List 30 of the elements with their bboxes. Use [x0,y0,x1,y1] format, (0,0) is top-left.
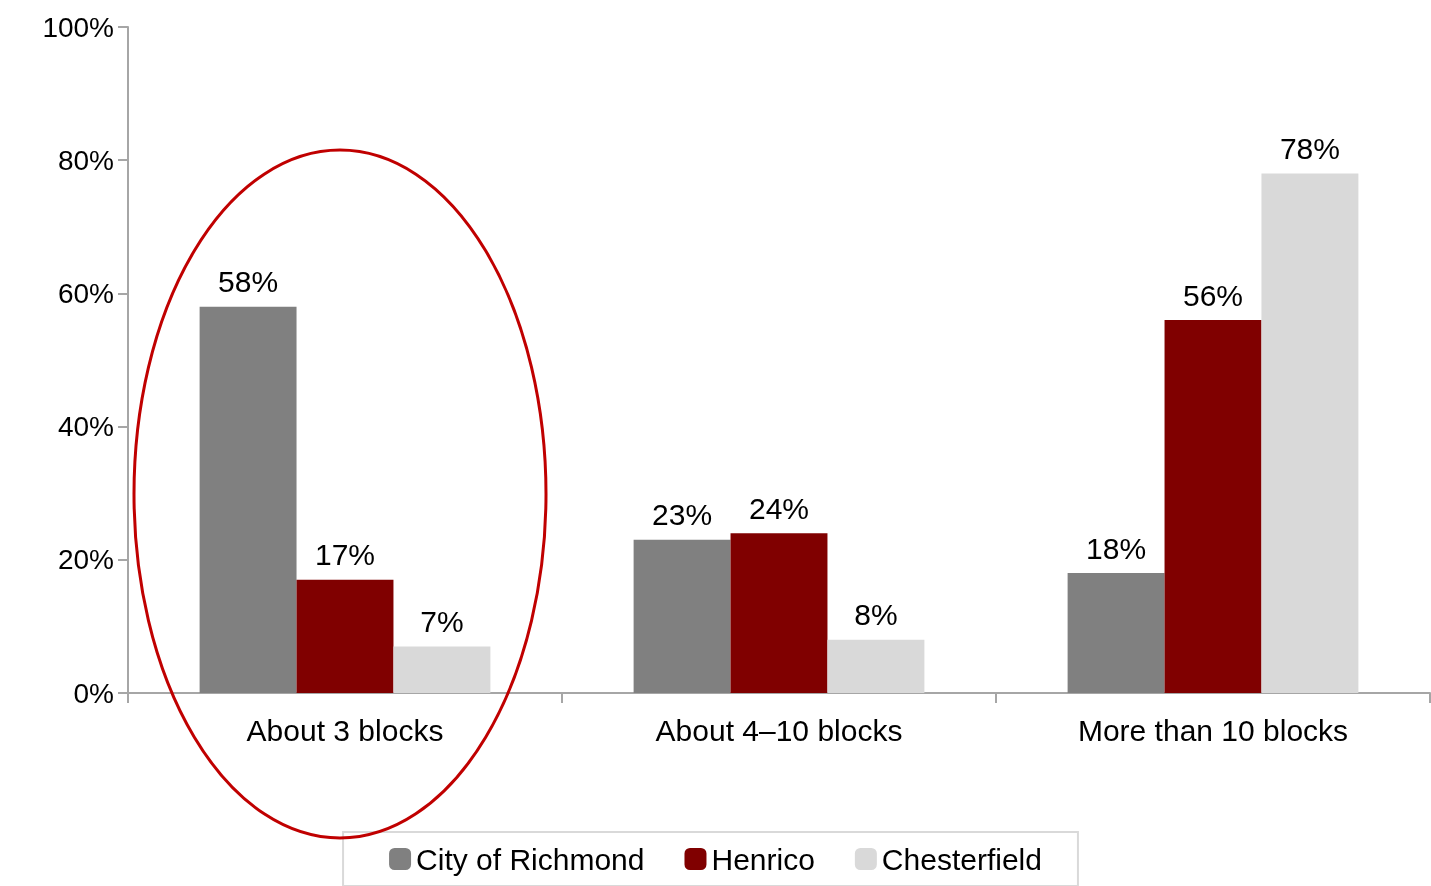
y-tick-label: 100% [42,11,114,43]
legend-label: Chesterfield [881,842,1042,876]
data-label: 18% [1086,531,1147,565]
bar [199,306,297,693]
bar [296,579,394,693]
bar [730,533,828,693]
data-label: 78% [1279,132,1340,166]
data-label: 8% [854,598,898,632]
y-tick-label: 40% [57,411,114,443]
y-tick-label: 80% [57,144,114,176]
legend-label: City of Richmond [416,842,645,876]
data-label: 17% [314,538,376,572]
data-label: 7% [420,604,464,638]
x-tick-label: More than 10 blocks [1077,713,1349,747]
data-label: 58% [218,265,279,299]
data-label: 56% [1182,278,1244,312]
bar [1164,320,1262,693]
legend-label: Henrico [711,842,815,876]
data-label: 23% [652,498,713,532]
bar [633,539,731,693]
bar [1067,573,1165,693]
bar [1261,173,1359,693]
y-tick-label: 60% [57,277,114,309]
data-label: 24% [748,491,810,525]
bar [827,639,925,693]
x-tick-label: About 3 blocks [246,713,444,747]
y-tick-label: 0% [73,677,114,709]
bar [393,646,491,693]
y-tick-label: 20% [57,544,114,576]
x-tick-label: About 4–10 blocks [655,713,903,747]
